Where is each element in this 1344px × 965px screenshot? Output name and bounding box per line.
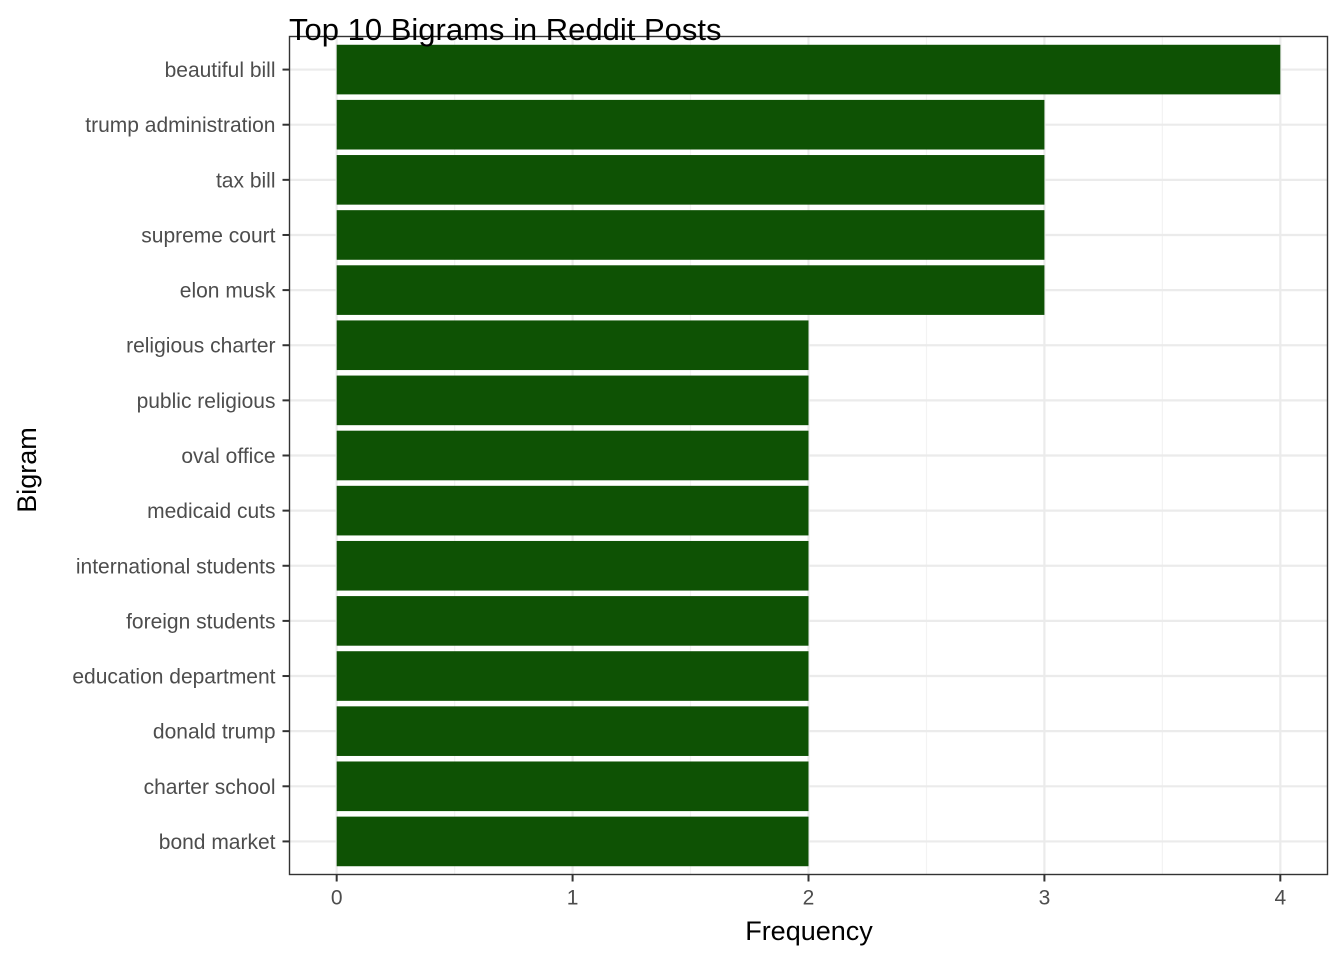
chart-title: Top 10 Bigrams in Reddit Posts bbox=[289, 12, 722, 47]
y-tick-label: foreign students bbox=[126, 610, 275, 633]
y-tick-label: trump administration bbox=[85, 114, 275, 137]
y-tick-label: bond market bbox=[159, 831, 276, 854]
bar bbox=[336, 540, 809, 591]
bar bbox=[336, 99, 1045, 150]
y-axis: beautiful bill trump administration tax bi… bbox=[72, 59, 290, 854]
bar bbox=[336, 320, 809, 371]
bar bbox=[336, 155, 1045, 205]
bar bbox=[336, 265, 1045, 315]
y-tick-label: religious charter bbox=[126, 335, 275, 358]
y-tick-label: charter school bbox=[144, 776, 276, 799]
bar bbox=[336, 44, 1281, 95]
bar bbox=[336, 596, 809, 646]
y-tick-label: elon musk bbox=[180, 280, 276, 303]
bar bbox=[336, 375, 809, 426]
x-axis-label: Frequency bbox=[745, 916, 873, 946]
y-tick-label: donald trump bbox=[153, 721, 276, 744]
bar bbox=[336, 706, 809, 756]
x-axis: 0 1 2 3 4 bbox=[331, 874, 1286, 910]
x-tick-label: 0 bbox=[331, 887, 343, 910]
bar-layer bbox=[336, 44, 1281, 867]
bar bbox=[336, 210, 1045, 260]
y-tick-label: public religious bbox=[137, 390, 276, 413]
y-tick-label: international students bbox=[76, 555, 276, 578]
x-tick-label: 3 bbox=[1039, 887, 1051, 910]
y-tick-label: beautiful bill bbox=[165, 59, 276, 82]
x-tick-label: 1 bbox=[567, 887, 579, 910]
bar bbox=[336, 761, 809, 812]
y-tick-label: supreme court bbox=[141, 224, 275, 247]
bar bbox=[336, 430, 809, 481]
y-tick-label: oval office bbox=[181, 445, 275, 468]
y-tick-label: medicaid cuts bbox=[147, 500, 275, 523]
bar bbox=[336, 485, 809, 536]
x-tick-label: 2 bbox=[803, 887, 815, 910]
bar bbox=[336, 816, 809, 867]
y-tick-label: tax bill bbox=[216, 169, 276, 192]
y-axis-label: Bigram bbox=[12, 427, 42, 513]
y-tick-label: education department bbox=[72, 666, 275, 689]
x-tick-label: 4 bbox=[1274, 887, 1286, 910]
bar bbox=[336, 651, 809, 701]
